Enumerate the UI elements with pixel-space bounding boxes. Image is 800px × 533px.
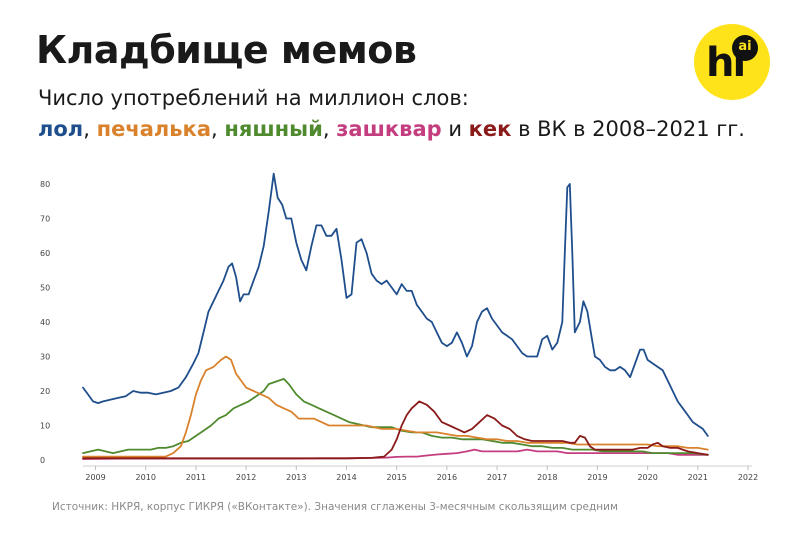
y-tick-label: 30 [40, 353, 50, 362]
y-tick-label: 10 [40, 422, 50, 431]
x-tick-label: 2022 [738, 473, 758, 482]
legend-word-nyashny: няшный [224, 117, 323, 141]
y-tick-label: 60 [40, 249, 50, 258]
y-tick-label: 80 [40, 180, 50, 189]
x-tick-label: 2010 [136, 473, 156, 482]
legend-tail: в ВК в 2008–2021 гг. [511, 117, 745, 141]
legend-separator: , [322, 117, 337, 141]
legend-separator: , [211, 117, 225, 141]
x-tick-label: 2021 [688, 473, 708, 482]
x-tick-label: 2014 [336, 473, 356, 482]
x-tick-label: 2015 [386, 473, 406, 482]
series-line-lol [82, 172, 709, 437]
y-tick-label: 0 [40, 456, 45, 465]
logo-badge: ai [732, 35, 758, 61]
legend-separator: , [83, 117, 97, 141]
series-line-kek [82, 400, 709, 460]
x-tick-label: 2009 [85, 473, 105, 482]
x-tick-label: 2019 [587, 473, 607, 482]
page-title: Кладбище мемов [36, 28, 417, 72]
x-tick-label: 2018 [537, 473, 557, 482]
y-tick-label: 50 [40, 284, 50, 293]
hi-ai-logo: hi ai [694, 24, 770, 100]
legend-word-kek: кек [468, 117, 512, 141]
series-line-pechalka [82, 355, 709, 458]
chart-subtitle: Число употреблений на миллион слов: [38, 86, 469, 110]
y-tick-label: 40 [40, 318, 50, 327]
legend-word-zashkvar: зашквар [336, 117, 442, 141]
x-tick-label: 2012 [236, 473, 256, 482]
x-tick-label: 2011 [186, 473, 206, 482]
legend-word-pechalka: печалька [96, 117, 211, 141]
legend-conjunction: и [441, 117, 469, 141]
y-tick-label: 20 [40, 387, 50, 396]
y-tick-label: 70 [40, 215, 50, 224]
legend-word-lol: лол [38, 117, 84, 141]
x-tick-label: 2016 [437, 473, 457, 482]
series-line-nyashny [82, 378, 709, 456]
x-tick-label: 2020 [637, 473, 657, 482]
x-tick-label: 2013 [286, 473, 306, 482]
source-note: Источник: НКРЯ, корпус ГИКРЯ («ВКонтакте… [52, 501, 618, 513]
chart-subtitle-legend: лол, печалька, няшный, зашквар и кек в В… [38, 117, 745, 141]
x-tick-label: 2017 [487, 473, 507, 482]
